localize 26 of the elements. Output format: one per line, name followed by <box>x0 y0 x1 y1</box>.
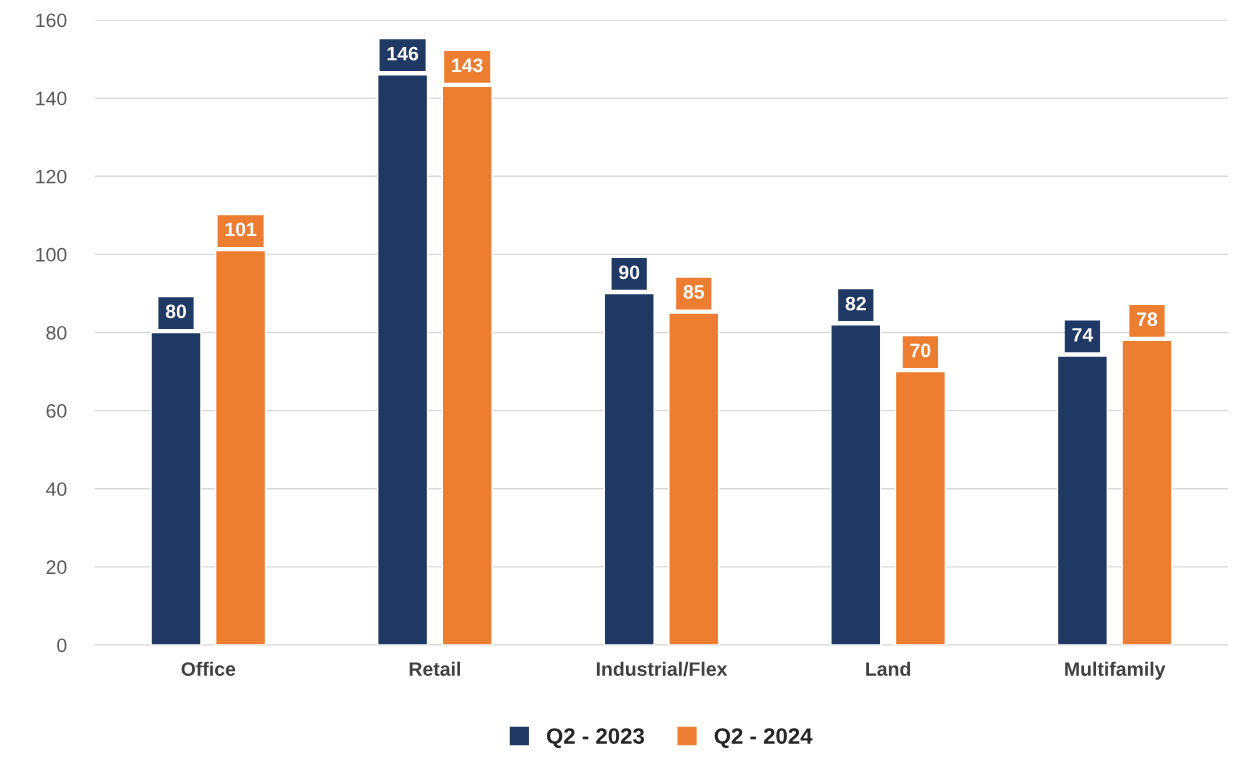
x-tick-label: Land <box>866 661 911 676</box>
y-tick-label: 60 <box>46 404 67 418</box>
y-tick-label: 140 <box>36 91 67 106</box>
data-label: 82 <box>845 296 866 311</box>
data-label: 146 <box>387 46 419 61</box>
data-label: 70 <box>910 343 931 358</box>
data-label: 74 <box>1072 328 1094 342</box>
x-tick-label: Office <box>181 661 236 676</box>
y-tick-label: 80 <box>46 325 67 340</box>
legend-label: Q2 - 2023 <box>546 728 645 749</box>
x-tick-label: Industrial/Flex <box>596 661 728 677</box>
y-tick-label: 120 <box>36 169 67 184</box>
y-tick-label: 20 <box>46 560 67 575</box>
y-tick-label: 40 <box>46 482 67 496</box>
x-tick-label: Multifamily <box>1065 661 1166 680</box>
x-tick-label: Retail <box>409 661 460 676</box>
data-label: 90 <box>619 265 640 280</box>
data-label: 78 <box>1137 312 1158 327</box>
data-label: 80 <box>165 304 187 319</box>
legend-label: Q2 - 2024 <box>714 728 813 749</box>
y-tick-label: 0 <box>57 638 67 653</box>
data-label: 143 <box>452 58 483 73</box>
y-tick-label: 160 <box>36 13 67 28</box>
y-tick-label: 100 <box>36 247 67 262</box>
data-label: 85 <box>683 284 705 299</box>
data-label: 101 <box>225 222 257 237</box>
